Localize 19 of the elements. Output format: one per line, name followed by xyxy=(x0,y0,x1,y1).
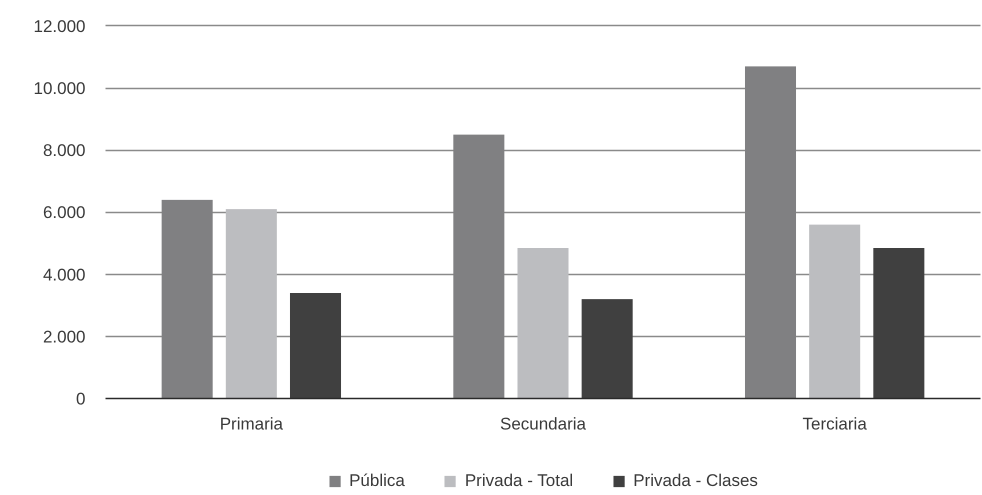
bar xyxy=(809,224,860,398)
y-tick-label: 10.000 xyxy=(34,79,86,98)
bar xyxy=(517,248,569,398)
y-tick-label: 6.000 xyxy=(42,203,86,222)
y-tick-label: 2.000 xyxy=(42,327,86,346)
x-tick-label: Secundaria xyxy=(500,414,587,434)
x-tick-label: Terciaria xyxy=(802,414,868,434)
x-tick-label: Primaria xyxy=(220,414,284,434)
bar xyxy=(873,248,924,398)
legend-label: Pública xyxy=(349,471,405,491)
y-tick-label: 12.000 xyxy=(34,16,86,36)
bar xyxy=(226,209,277,398)
legend-label: Privada - Total xyxy=(464,471,574,491)
y-tick-label: 8.000 xyxy=(42,141,86,160)
bar xyxy=(582,299,633,398)
y-tick-label: 4.000 xyxy=(42,265,86,284)
bar xyxy=(290,292,342,398)
legend-label: Privada - Clases xyxy=(633,471,758,491)
y-tick-label: 0 xyxy=(76,390,86,408)
